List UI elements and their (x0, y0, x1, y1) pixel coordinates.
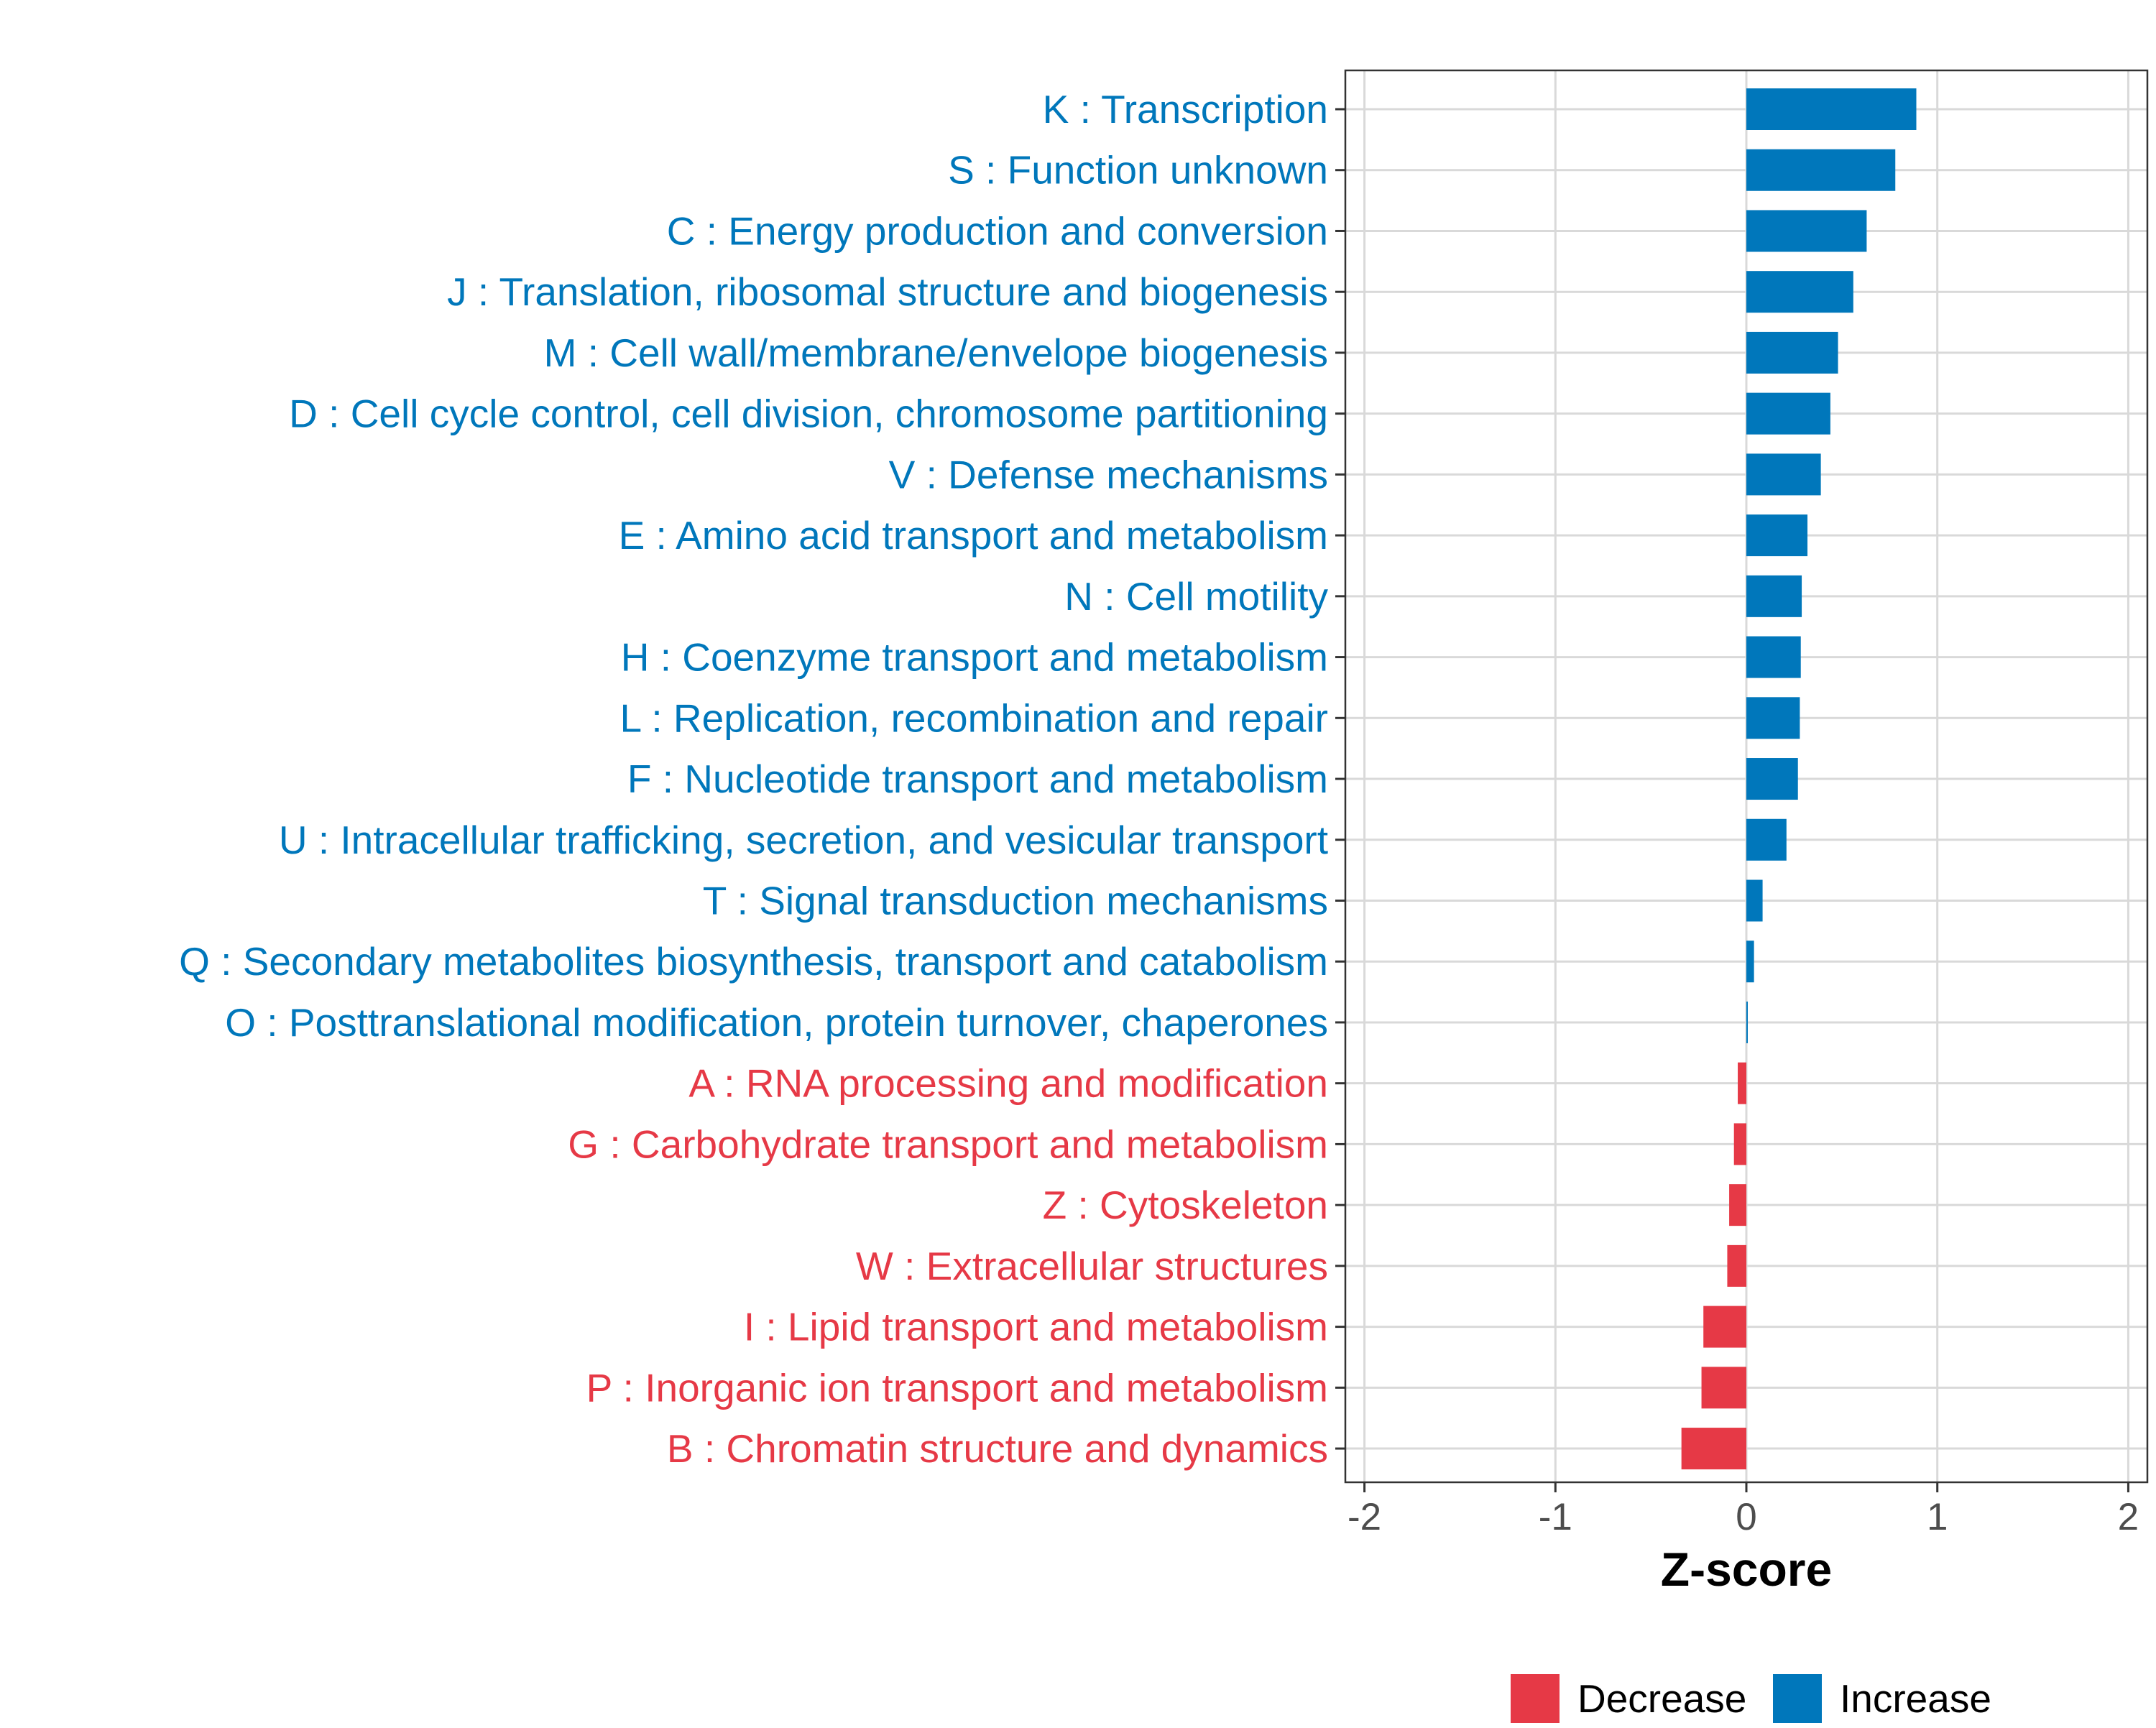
category-label: S : Function unknown (948, 148, 1328, 193)
bar-g (1733, 1123, 1746, 1165)
bar-u (1746, 818, 1787, 861)
bar-p (1701, 1367, 1746, 1409)
bar-o (1746, 1001, 1748, 1043)
category-label: D : Cell cycle control, cell division, c… (289, 392, 1328, 436)
bar-m (1746, 331, 1838, 374)
bar-z (1729, 1184, 1746, 1226)
category-label: G : Carbohydrate transport and metabolis… (568, 1122, 1328, 1166)
bar-q (1746, 941, 1754, 983)
bar-n (1746, 575, 1802, 617)
bar-w (1727, 1244, 1746, 1287)
x-axis-title: Z-score (1661, 1543, 1832, 1596)
category-label: C : Energy production and conversion (667, 208, 1328, 253)
bar-k (1746, 88, 1917, 130)
x-tick-label: 1 (1927, 1496, 1948, 1538)
bar-f (1746, 758, 1798, 800)
bar-t (1746, 879, 1763, 922)
legend-label-decrease: Decrease (1577, 1676, 1746, 1721)
category-label: H : Coenzyme transport and metabolism (621, 635, 1328, 680)
legend-key-increase (1773, 1674, 1822, 1723)
legend: Decrease Increase (1511, 1674, 1991, 1723)
bar-s (1746, 149, 1896, 191)
category-label: J : Translation, ribosomal structure and… (447, 269, 1328, 314)
bar-c (1746, 210, 1867, 252)
bar-i (1703, 1306, 1746, 1348)
legend-key-decrease (1511, 1674, 1560, 1723)
x-tick-label: 2 (2118, 1496, 2139, 1538)
bar-j (1746, 271, 1853, 313)
bar-a (1738, 1062, 1746, 1104)
category-label: W : Extracellular structures (856, 1244, 1328, 1288)
category-label: Q : Secondary metabolites biosynthesis, … (179, 939, 1328, 984)
x-tick-label: -2 (1348, 1496, 1381, 1538)
category-labels: K : Transcription S : Function unknown C :… (179, 87, 1328, 1471)
category-label: T : Signal transduction mechanisms (703, 878, 1328, 923)
category-label: M : Cell wall/membrane/envelope biogenes… (544, 331, 1328, 375)
category-label: F : Nucleotide transport and metabolism (627, 757, 1328, 801)
category-label: B : Chromatin structure and dynamics (667, 1426, 1328, 1471)
bars (1681, 88, 1917, 1470)
category-label: E : Amino acid transport and metabolism (619, 513, 1328, 558)
bar-d (1746, 392, 1830, 435)
legend-label-increase: Increase (1840, 1676, 1991, 1721)
category-label: Z : Cytoskeleton (1043, 1183, 1328, 1227)
bar-v (1746, 453, 1821, 496)
category-label: A : RNA processing and modification (688, 1061, 1328, 1106)
category-label: N : Cell motility (1064, 574, 1328, 619)
category-label: K : Transcription (1043, 87, 1328, 131)
x-tick-label: -1 (1539, 1496, 1572, 1538)
x-tick-label: 0 (1736, 1496, 1756, 1538)
bar-e (1746, 514, 1808, 557)
category-label: V : Defense mechanisms (889, 452, 1328, 496)
bar-h (1746, 636, 1801, 678)
category-label: P : Inorganic ion transport and metaboli… (586, 1365, 1328, 1410)
category-label: L : Replication, recombination and repai… (620, 696, 1328, 740)
category-label: I : Lipid transport and metabolism (744, 1305, 1328, 1349)
bar-b (1681, 1428, 1746, 1470)
bar-l (1746, 697, 1800, 739)
category-label: U : Intracellular trafficking, secretion… (279, 818, 1328, 862)
axes: -2 -1 0 1 2 (1335, 69, 2149, 1538)
category-label: O : Posttranslational modification, prot… (225, 1000, 1328, 1045)
